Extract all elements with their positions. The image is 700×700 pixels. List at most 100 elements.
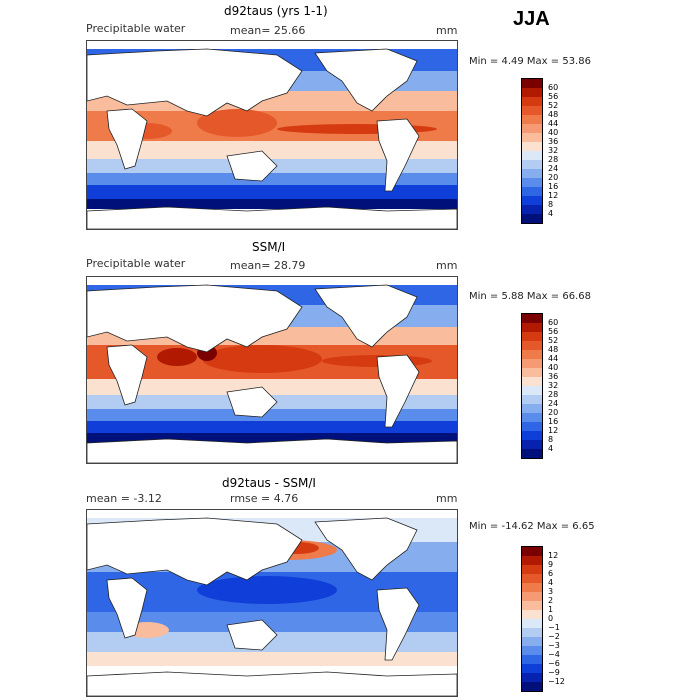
colorbar-tick-label: 28 [548,155,559,164]
panel-2-mean: mean= 28.79 [230,259,306,272]
colorbar-tick-label: 20 [548,173,559,182]
colorbar-swatch [522,169,542,178]
colorbar-tick-label: 48 [548,110,559,119]
colorbar-swatch [522,79,542,88]
colorbar-tick-label: 60 [548,318,559,327]
panel-2-minmax: Min = 5.88 Max = 66.68 [469,291,591,302]
panel-1-map [86,40,458,230]
colorbar-swatch [522,619,542,628]
colorbar-tick-label: 12 [548,191,559,200]
colorbar-tick-label: 1 [548,605,554,614]
colorbar-tick-label: 48 [548,345,559,354]
colorbar-swatch [522,323,542,332]
colorbar-tick-label: 44 [548,119,559,128]
colorbar-swatch [522,431,542,440]
colorbar-swatch [522,395,542,404]
colorbar-tick-label: 12 [548,426,559,435]
colorbar-tick-label: 20 [548,408,559,417]
panel-1-field-label: Precipitable water [86,22,186,35]
panel-1-title: d92taus (yrs 1-1) [224,4,328,18]
colorbar-tick-label: 32 [548,381,559,390]
colorbar-tick-label: 40 [548,128,559,137]
colorbar-swatch [522,359,542,368]
panel-3-minmax: Min = -14.62 Max = 6.65 [469,521,595,532]
colorbar-swatch [522,628,542,637]
colorbar-swatch [522,547,542,556]
colorbar-swatch [522,115,542,124]
panel-1-mean: mean= 25.66 [230,24,306,37]
colorbar-tick-label: 52 [548,336,559,345]
colorbar-tick-label: 8 [548,435,554,444]
colorbar-swatch [522,610,542,619]
colorbar-tick-label: 12 [548,551,559,560]
colorbar-swatch [522,574,542,583]
panel-2-map [86,276,458,464]
colorbar-swatch [522,106,542,115]
colorbar-tick-label: 24 [548,164,559,173]
colorbar-tick-label: 60 [548,83,559,92]
colorbar-swatch [522,214,542,223]
colorbar-swatch [522,142,542,151]
colorbar-tick-label: 9 [548,560,554,569]
colorbar-tick-label: 40 [548,363,559,372]
panel-1-colorbar [521,78,543,224]
colorbar-tick-label: 44 [548,354,559,363]
colorbar-swatch [522,97,542,106]
colorbar-tick-label: 4 [548,209,554,218]
colorbar-swatch [522,422,542,431]
colorbar-tick-label: 2 [548,596,554,605]
colorbar-tick-label: 16 [548,182,559,191]
colorbar-tick-label: 32 [548,146,559,155]
colorbar-swatch [522,386,542,395]
colorbar-tick-label: −3 [548,641,560,650]
panel-3-map [86,509,458,697]
colorbar-swatch [522,205,542,214]
colorbar-tick-label: −4 [548,650,560,659]
colorbar-tick-label: −6 [548,659,560,668]
colorbar-swatch [522,350,542,359]
panel-1-minmax: Min = 4.49 Max = 53.86 [469,56,591,67]
panel-3-unit: mm [436,492,458,505]
colorbar-swatch [522,664,542,673]
colorbar-swatch [522,655,542,664]
panel-3-title: d92taus - SSM/I [222,476,316,490]
colorbar-swatch [522,124,542,133]
panel-3-mean: mean = -3.12 [86,492,162,505]
colorbar-tick-label: −9 [548,668,560,677]
colorbar-swatch [522,601,542,610]
colorbar-swatch [522,583,542,592]
colorbar-tick-label: 4 [548,444,554,453]
colorbar-swatch [522,332,542,341]
colorbar-swatch [522,133,542,142]
colorbar-swatch [522,377,542,386]
panel-2-field-label: Precipitable water [86,257,186,270]
colorbar-swatch [522,196,542,205]
panel-2-title: SSM/I [252,240,286,254]
colorbar-swatch [522,682,542,691]
colorbar-swatch [522,673,542,682]
colorbar-tick-label: 3 [548,587,554,596]
colorbar-swatch [522,565,542,574]
panel-2-unit: mm [436,259,458,272]
colorbar-tick-label: 56 [548,327,559,336]
colorbar-tick-label: 36 [548,372,559,381]
colorbar-tick-label: −1 [548,623,560,632]
panel-3-colorbar [521,546,543,692]
colorbar-swatch [522,646,542,655]
panel-1-unit: mm [436,24,458,37]
colorbar-tick-label: −2 [548,632,560,641]
colorbar-swatch [522,314,542,323]
colorbar-tick-label: 8 [548,200,554,209]
colorbar-swatch [522,592,542,601]
colorbar-tick-label: 52 [548,101,559,110]
colorbar-swatch [522,413,542,422]
colorbar-swatch [522,341,542,350]
colorbar-swatch [522,178,542,187]
season-label: JJA [513,8,550,30]
colorbar-swatch [522,88,542,97]
colorbar-tick-label: 56 [548,92,559,101]
colorbar-swatch [522,449,542,458]
colorbar-tick-label: 28 [548,390,559,399]
colorbar-swatch [522,440,542,449]
colorbar-swatch [522,368,542,377]
